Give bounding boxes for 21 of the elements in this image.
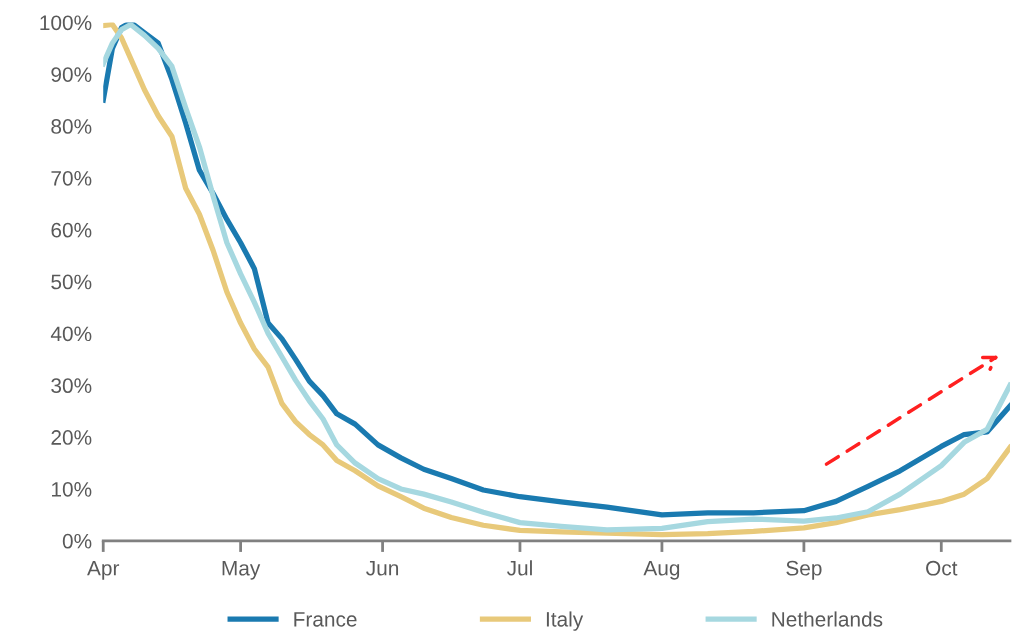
legend-label: Italy — [546, 611, 584, 631]
x-tick-label: Aug — [643, 561, 680, 580]
y-tick-label: 10% — [52, 481, 92, 497]
y-tick-label: 20% — [51, 430, 92, 445]
y-tick-label: 40% — [50, 326, 92, 342]
y-tick-label: 80% — [51, 119, 92, 134]
y-tick-label: 70% — [51, 170, 92, 186]
legend-label: France — [294, 612, 357, 627]
y-tick-label: 100% — [40, 15, 92, 31]
x-tick-label: Oct — [926, 560, 958, 576]
x-tick-label: Jun — [366, 561, 399, 576]
y-tick-label: 30% — [51, 378, 92, 394]
x-tick-label: Apr — [87, 561, 120, 580]
y-tick-label: 50% — [51, 274, 92, 290]
y-tick-label: 0% — [62, 533, 92, 549]
x-tick-label: Sep — [786, 560, 822, 580]
y-tick-label: 60% — [51, 222, 92, 238]
x-tick-label: Jul — [506, 560, 532, 576]
y-tick-label: 90% — [51, 67, 92, 82]
x-tick-label: May — [222, 561, 261, 580]
legend-label: Netherlands — [772, 611, 883, 627]
